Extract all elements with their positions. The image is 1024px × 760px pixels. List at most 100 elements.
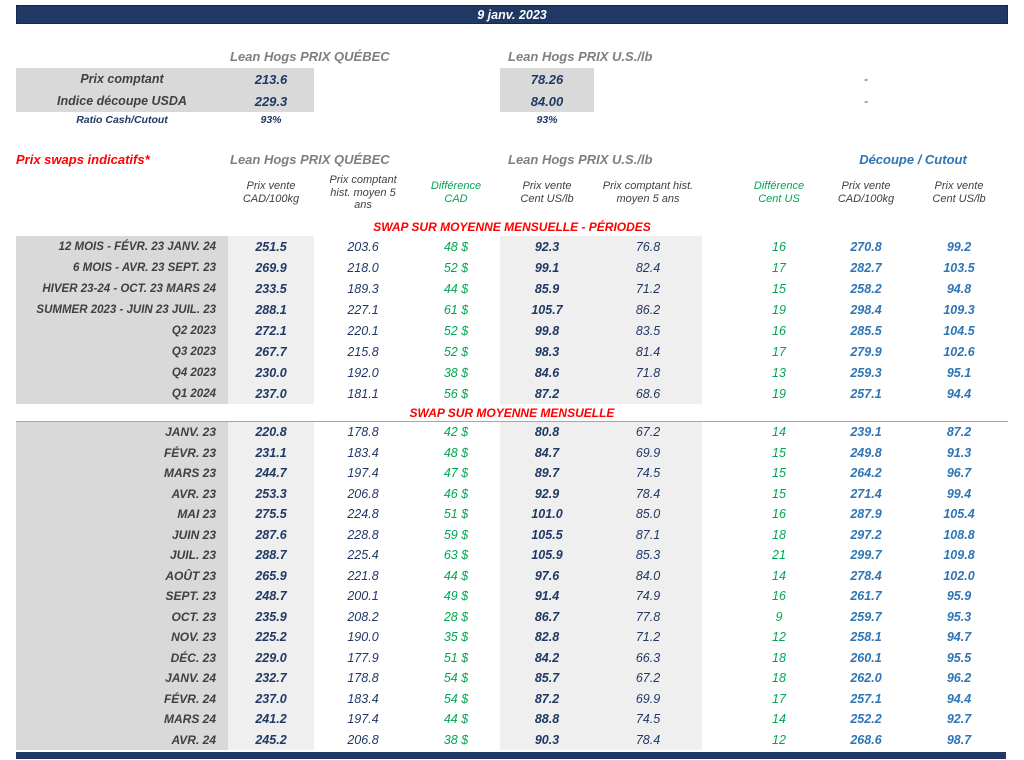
cad-sell-price: 237.0	[228, 383, 314, 404]
swap-monthly-row: JANV. 23 220.8 178.8 42 $ 80.8 67.2 14 2…	[16, 422, 1008, 443]
cad-hist-price: 220.1	[347, 323, 379, 338]
row-gap	[702, 607, 738, 628]
row-label: Q2 2023	[16, 320, 228, 341]
row-label: JANV. 23	[16, 422, 228, 443]
cad-hist-price: 183.4	[347, 691, 379, 706]
cutout-cad-price: 258.2	[850, 281, 882, 296]
cad-difference: 61 $	[443, 302, 469, 317]
spot-cash-quebec-value: 213.6	[228, 68, 314, 90]
cad-difference: 28 $	[443, 609, 469, 624]
swap-monthly-row: JUIN 23 287.6 228.8 59 $ 105.5 87.1 18 2…	[16, 524, 1008, 545]
cutout-cad-price: 278.4	[850, 568, 882, 583]
row-label: Q4 2023	[16, 362, 228, 383]
us-sell-price: 80.8	[500, 422, 594, 443]
us-sell-price: 84.6	[500, 362, 594, 383]
cad-difference: 48 $	[443, 239, 469, 254]
spot-us-group-header: Lean Hogs PRIX U.S./lb	[508, 48, 653, 64]
cad-hist-price: 203.6	[347, 239, 379, 254]
us-hist-price: 67.2	[594, 422, 702, 443]
cad-difference: 51 $	[443, 650, 469, 665]
cad-hist-price: 177.9	[347, 650, 379, 665]
cad-sell-price: 244.7	[228, 463, 314, 484]
cad-hist-price: 200.1	[347, 589, 379, 604]
cutout-cad-price: 287.9	[850, 507, 882, 522]
swap-period-row: Q2 2023 272.1 220.1 52 $ 99.8 83.5 16 28…	[16, 320, 1008, 341]
cutout-us-price: 103.5	[943, 260, 975, 275]
cutout-us-price: 87.2	[946, 425, 972, 440]
cad-sell-price: 241.2	[228, 709, 314, 730]
periods-section-header: SWAP SUR MOYENNE MENSUELLE - PÉRIODES	[373, 220, 651, 234]
cad-sell-price: 288.7	[228, 545, 314, 566]
swap-monthly-row: MARS 24 241.2 197.4 44 $ 88.8 74.5 14 25…	[16, 709, 1008, 730]
cutout-us-price: 94.7	[946, 630, 972, 645]
row-gap	[702, 484, 738, 505]
us-hist-price: 76.8	[594, 236, 702, 257]
spot-cutout-note: -	[864, 94, 868, 108]
date-header-bar: 9 janv. 2023	[16, 5, 1008, 24]
cad-difference: 56 $	[443, 386, 469, 401]
col-us-diff: Différence Cent US	[753, 180, 805, 205]
us-sell-price: 101.0	[500, 504, 594, 525]
spot-quebec-group-header: Lean Hogs PRIX QUÉBEC	[230, 48, 390, 64]
cutout-cad-price: 282.7	[850, 260, 882, 275]
us-hist-price: 81.4	[594, 341, 702, 362]
cutout-us-price: 98.7	[946, 732, 972, 747]
cad-hist-price: 178.8	[347, 425, 379, 440]
us-difference: 18	[772, 671, 786, 686]
cad-sell-price: 232.7	[228, 668, 314, 689]
cutout-cad-price: 299.7	[850, 548, 882, 563]
cad-difference: 42 $	[443, 425, 469, 440]
spot-cutout-quebec-value: 229.3	[228, 90, 314, 112]
us-sell-price: 89.7	[500, 463, 594, 484]
cutout-us-price: 99.2	[946, 239, 972, 254]
us-difference: 12	[772, 732, 786, 747]
row-label: 12 MOIS - FÉVR. 23 JANV. 24	[16, 236, 228, 257]
cutout-cad-price: 258.1	[850, 630, 882, 645]
cutout-us-price: 104.5	[943, 323, 975, 338]
cad-difference: 51 $	[443, 507, 469, 522]
us-difference: 19	[772, 302, 786, 317]
row-gap	[702, 709, 738, 730]
cutout-cad-price: 297.2	[850, 527, 882, 542]
cutout-us-price: 95.1	[946, 365, 972, 380]
us-sell-price: 87.2	[500, 688, 594, 709]
us-difference: 14	[772, 712, 786, 727]
us-sell-price: 87.2	[500, 383, 594, 404]
cutout-cad-price: 279.9	[850, 344, 882, 359]
swap-monthly-row: SEPT. 23 248.7 200.1 49 $ 91.4 74.9 16 2…	[16, 586, 1008, 607]
cutout-us-price: 94.4	[946, 691, 972, 706]
us-sell-price: 85.9	[500, 278, 594, 299]
cutout-cad-price: 249.8	[850, 445, 882, 460]
us-difference: 16	[772, 239, 786, 254]
swap-monthly-row: JUIL. 23 288.7 225.4 63 $ 105.9 85.3 21 …	[16, 545, 1008, 566]
cad-sell-price: 287.6	[228, 524, 314, 545]
us-hist-price: 83.5	[594, 320, 702, 341]
row-gap	[702, 422, 738, 443]
us-sell-price: 105.5	[500, 524, 594, 545]
column-header-row: Prix vente CAD/100kg Prix comptant hist.…	[16, 168, 1008, 218]
us-difference: 14	[772, 425, 786, 440]
row-gap	[702, 504, 738, 525]
row-gap	[702, 278, 738, 299]
cutout-cad-price: 260.1	[850, 650, 882, 665]
cad-sell-price: 235.9	[228, 606, 314, 627]
cutout-us-price: 99.4	[946, 486, 972, 501]
cad-difference: 52 $	[443, 323, 469, 338]
col-cutout-cad: Prix vente CAD/100kg	[837, 180, 895, 205]
cad-hist-price: 178.8	[347, 671, 379, 686]
swap-monthly-row: AVR. 23 253.3 206.8 46 $ 92.9 78.4 15 27…	[16, 483, 1008, 505]
us-sell-price: 84.7	[500, 442, 594, 463]
row-label: AVR. 24	[16, 729, 228, 750]
cad-hist-price: 181.1	[347, 386, 379, 401]
row-gap	[702, 730, 738, 751]
us-difference: 16	[772, 507, 786, 522]
row-gap	[702, 566, 738, 587]
us-difference: 15	[772, 281, 786, 296]
cad-sell-price: 272.1	[228, 320, 314, 341]
cad-hist-price: 218.0	[347, 260, 379, 275]
cad-difference: 54 $	[443, 671, 469, 686]
us-hist-price: 77.8	[594, 606, 702, 627]
ratio-quebec-value: 93%	[260, 114, 282, 126]
us-hist-price: 84.0	[594, 565, 702, 586]
